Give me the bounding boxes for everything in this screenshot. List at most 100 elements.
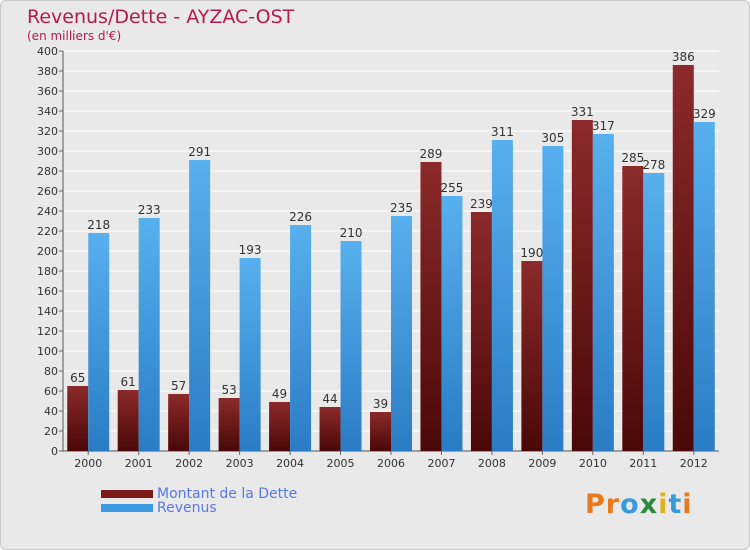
logo-letter: i bbox=[658, 489, 669, 520]
debt-value-label: 57 bbox=[171, 379, 186, 393]
x-tick-label: 2006 bbox=[377, 457, 405, 470]
debt-bar bbox=[117, 390, 139, 451]
y-tick-label: 160 bbox=[37, 285, 58, 298]
debt-bar bbox=[571, 120, 593, 451]
y-tick-label: 380 bbox=[37, 65, 58, 78]
x-tick-label: 2004 bbox=[276, 457, 304, 470]
legend-label-debt: Montant de la Dette bbox=[157, 486, 298, 502]
x-tick-label: 2007 bbox=[427, 457, 455, 470]
y-tick-label: 100 bbox=[37, 345, 58, 358]
revenue-bar bbox=[340, 241, 362, 451]
revenue-bar bbox=[88, 233, 110, 451]
legend: Montant de la Dette Revenus bbox=[101, 486, 298, 516]
revenue-value-label: 255 bbox=[441, 181, 464, 195]
x-tick-label: 2000 bbox=[74, 457, 102, 470]
y-tick-label: 220 bbox=[37, 225, 58, 238]
debt-value-label: 239 bbox=[470, 197, 493, 211]
chart-title: Revenus/Dette - AYZAC-OST bbox=[27, 6, 295, 28]
chart-subtitle: (en milliers d'€) bbox=[27, 29, 122, 43]
revenue-value-label: 210 bbox=[340, 226, 363, 240]
revenue-value-label: 311 bbox=[491, 125, 514, 139]
revenue-bar bbox=[391, 216, 412, 451]
x-tick-label: 2009 bbox=[528, 457, 556, 470]
revenue-value-label: 317 bbox=[592, 119, 615, 133]
x-tick-label: 2011 bbox=[629, 457, 657, 470]
revenue-value-label: 193 bbox=[239, 243, 262, 257]
x-tick-label: 2001 bbox=[125, 457, 153, 470]
revenue-bar bbox=[138, 218, 160, 451]
revenue-value-label: 291 bbox=[188, 145, 211, 159]
revenue-value-label: 329 bbox=[693, 107, 716, 121]
debt-bar bbox=[319, 407, 341, 451]
revenue-value-label: 305 bbox=[541, 131, 564, 145]
logo-letter: P bbox=[585, 489, 606, 520]
y-tick-label: 300 bbox=[37, 145, 58, 158]
y-tick-label: 20 bbox=[44, 425, 58, 438]
revenue-value-label: 235 bbox=[390, 201, 413, 215]
revenue-bar bbox=[643, 173, 665, 451]
y-tick-label: 240 bbox=[37, 205, 58, 218]
debt-value-label: 331 bbox=[571, 105, 594, 119]
logo-letter: o bbox=[620, 489, 640, 520]
debt-value-label: 39 bbox=[373, 397, 388, 411]
legend-swatch-revenue bbox=[101, 504, 153, 512]
revenue-bar bbox=[542, 146, 564, 451]
revenue-value-label: 218 bbox=[87, 218, 110, 232]
y-tick-label: 80 bbox=[44, 365, 58, 378]
y-tick-label: 0 bbox=[51, 445, 58, 458]
debt-bar bbox=[67, 386, 89, 451]
debt-bar bbox=[470, 212, 492, 451]
debt-bar bbox=[168, 394, 190, 451]
y-tick-label: 180 bbox=[37, 265, 58, 278]
revenue-value-label: 226 bbox=[289, 210, 312, 224]
revenue-bar bbox=[290, 225, 312, 451]
revenue-value-label: 233 bbox=[138, 203, 161, 217]
y-tick-label: 340 bbox=[37, 105, 58, 118]
debt-bar bbox=[218, 398, 240, 451]
logo-letter: r bbox=[605, 489, 621, 520]
x-tick-label: 2002 bbox=[175, 457, 203, 470]
y-tick-label: 280 bbox=[37, 165, 58, 178]
x-tick-label: 2003 bbox=[226, 457, 254, 470]
debt-bar bbox=[269, 402, 291, 451]
logo-letter: x bbox=[639, 489, 659, 520]
debt-value-label: 61 bbox=[121, 375, 136, 389]
x-tick-label: 2008 bbox=[478, 457, 506, 470]
y-tick-label: 200 bbox=[37, 245, 58, 258]
revenue-bar bbox=[441, 196, 463, 451]
debt-value-label: 53 bbox=[221, 383, 236, 397]
y-tick-label: 320 bbox=[37, 125, 58, 138]
x-tick-label: 2005 bbox=[327, 457, 355, 470]
revenue-bar bbox=[189, 160, 211, 451]
x-tick-label: 2012 bbox=[680, 457, 708, 470]
debt-value-label: 386 bbox=[672, 50, 695, 64]
legend-swatch-debt bbox=[101, 490, 153, 498]
revenue-bar bbox=[693, 122, 715, 451]
revenue-value-label: 278 bbox=[642, 158, 665, 172]
logo-letter: t bbox=[668, 489, 683, 520]
legend-label-revenue: Revenus bbox=[157, 500, 217, 516]
debt-value-label: 65 bbox=[70, 371, 85, 385]
debt-value-label: 190 bbox=[520, 246, 543, 260]
debt-bar bbox=[521, 261, 543, 451]
y-tick-label: 140 bbox=[37, 305, 58, 318]
logo-letter: i bbox=[682, 489, 693, 520]
revenue-bar bbox=[491, 140, 513, 451]
y-tick-label: 400 bbox=[37, 45, 58, 58]
debt-bar bbox=[672, 65, 694, 451]
debt-bar bbox=[622, 166, 644, 451]
proxiti-logo: Proxiti bbox=[585, 489, 693, 520]
revenue-bar bbox=[592, 134, 614, 451]
y-tick-label: 40 bbox=[44, 405, 58, 418]
y-tick-label: 60 bbox=[44, 385, 58, 398]
y-tick-label: 360 bbox=[37, 85, 58, 98]
legend-item-debt: Montant de la Dette bbox=[101, 486, 298, 502]
y-tick-label: 120 bbox=[37, 325, 58, 338]
debt-value-label: 44 bbox=[322, 392, 337, 406]
debt-bar bbox=[420, 162, 442, 451]
y-tick-label: 260 bbox=[37, 185, 58, 198]
debt-value-label: 289 bbox=[420, 147, 443, 161]
debt-value-label: 49 bbox=[272, 387, 287, 401]
